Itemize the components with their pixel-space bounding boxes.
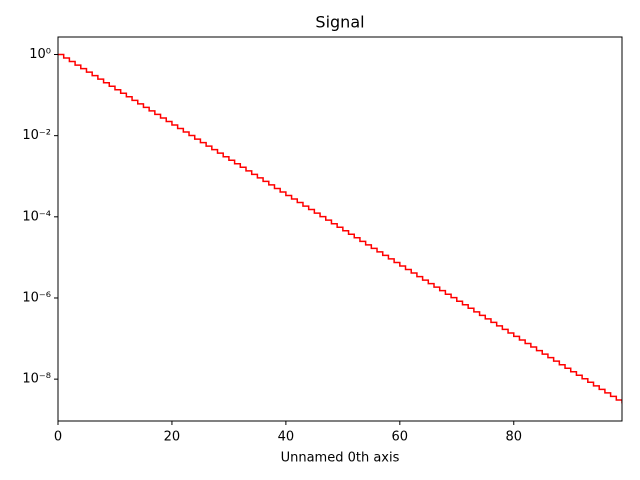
y-tick-label: 10⁻⁴ xyxy=(22,209,51,224)
chart-title: Signal xyxy=(315,13,364,32)
x-tick-label: 60 xyxy=(392,430,409,445)
y-tick-label: 10⁻² xyxy=(22,128,51,143)
step-line xyxy=(58,53,622,404)
x-tick-label: 80 xyxy=(505,430,522,445)
plot-frame xyxy=(57,36,623,422)
x-tick-label: 40 xyxy=(278,430,295,445)
x-axis-label: Unnamed 0th axis xyxy=(281,451,400,466)
y-tick-label: 10⁻⁶ xyxy=(22,290,51,305)
x-tick-label: 20 xyxy=(164,430,181,445)
y-tick-label: 10⁰ xyxy=(29,47,51,62)
x-tick-label: 0 xyxy=(54,430,62,445)
y-tick-label: 10⁻⁸ xyxy=(22,372,51,387)
